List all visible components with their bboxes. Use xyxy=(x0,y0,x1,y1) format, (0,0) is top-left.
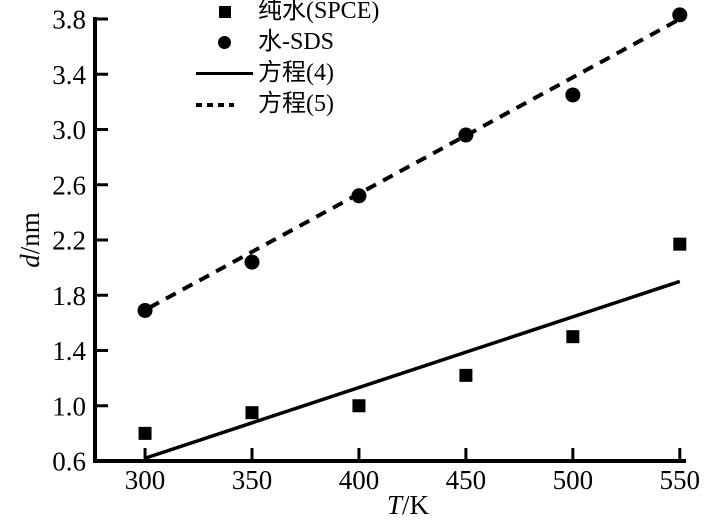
y-axis-unit: /nm xyxy=(15,212,45,255)
x-tick-label: 350 xyxy=(232,465,273,495)
x-tick-label: 400 xyxy=(339,465,380,495)
fit-line-dashed xyxy=(148,18,679,310)
y-tick-label: 3.8 xyxy=(52,5,86,35)
data-point-square xyxy=(566,330,580,344)
data-point-circle xyxy=(244,254,260,270)
legend-marker-cell xyxy=(196,102,253,107)
data-point-circle xyxy=(672,7,688,23)
legend-marker-cell xyxy=(196,5,253,18)
x-tick-label: 550 xyxy=(660,465,701,495)
y-tick-label: 2.6 xyxy=(52,170,86,200)
legend: 纯水(SPCE) 水-SDS 方程(4) 方程(5) xyxy=(196,0,379,120)
data-point-circle xyxy=(565,87,581,103)
legend-label: 方程(4) xyxy=(258,60,334,86)
y-tick-label: 0.6 xyxy=(52,447,86,477)
x-axis-title: T/K xyxy=(348,490,468,521)
fit-line-solid xyxy=(144,279,681,460)
legend-marker-cell xyxy=(196,36,253,49)
y-tick-label: 1.8 xyxy=(52,281,86,311)
square-marker-icon xyxy=(218,5,231,18)
y-tick-label: 3.4 xyxy=(52,60,86,90)
y-tick-label: 1.4 xyxy=(52,336,86,366)
legend-label: 纯水(SPCE) xyxy=(258,0,380,24)
legend-label: 水-SDS xyxy=(258,29,335,55)
solid-line-icon xyxy=(196,71,253,76)
data-point-square xyxy=(673,237,687,251)
legend-item: 水-SDS xyxy=(196,27,379,58)
y-tick-label: 1.0 xyxy=(52,391,86,421)
data-point-circle xyxy=(351,188,367,204)
circle-marker-icon xyxy=(218,36,231,49)
y-tick-label: 3.0 xyxy=(52,115,86,145)
x-tick-label: 500 xyxy=(553,465,594,495)
data-point-square xyxy=(459,368,473,382)
legend-item: 方程(5) xyxy=(196,89,379,120)
y-axis-title: d/nm xyxy=(15,182,45,298)
x-axis-unit: /K xyxy=(402,490,430,520)
x-tick-label: 450 xyxy=(446,465,487,495)
y-tick-label: 2.2 xyxy=(52,226,86,256)
data-point-square xyxy=(245,406,259,420)
data-point-circle xyxy=(137,302,153,318)
x-tick-label: 300 xyxy=(125,465,166,495)
data-point-square xyxy=(138,426,152,440)
legend-marker-cell xyxy=(196,71,253,76)
dashed-line-icon xyxy=(196,102,234,107)
legend-item: 方程(4) xyxy=(196,58,379,89)
legend-label: 方程(5) xyxy=(258,91,334,117)
x-axis-symbol: T xyxy=(386,490,403,520)
axis-frame xyxy=(93,17,686,463)
legend-item: 纯水(SPCE) xyxy=(196,0,379,27)
y-axis-symbol: d xyxy=(15,254,45,268)
data-point-square xyxy=(352,399,366,413)
data-point-circle xyxy=(458,127,474,143)
